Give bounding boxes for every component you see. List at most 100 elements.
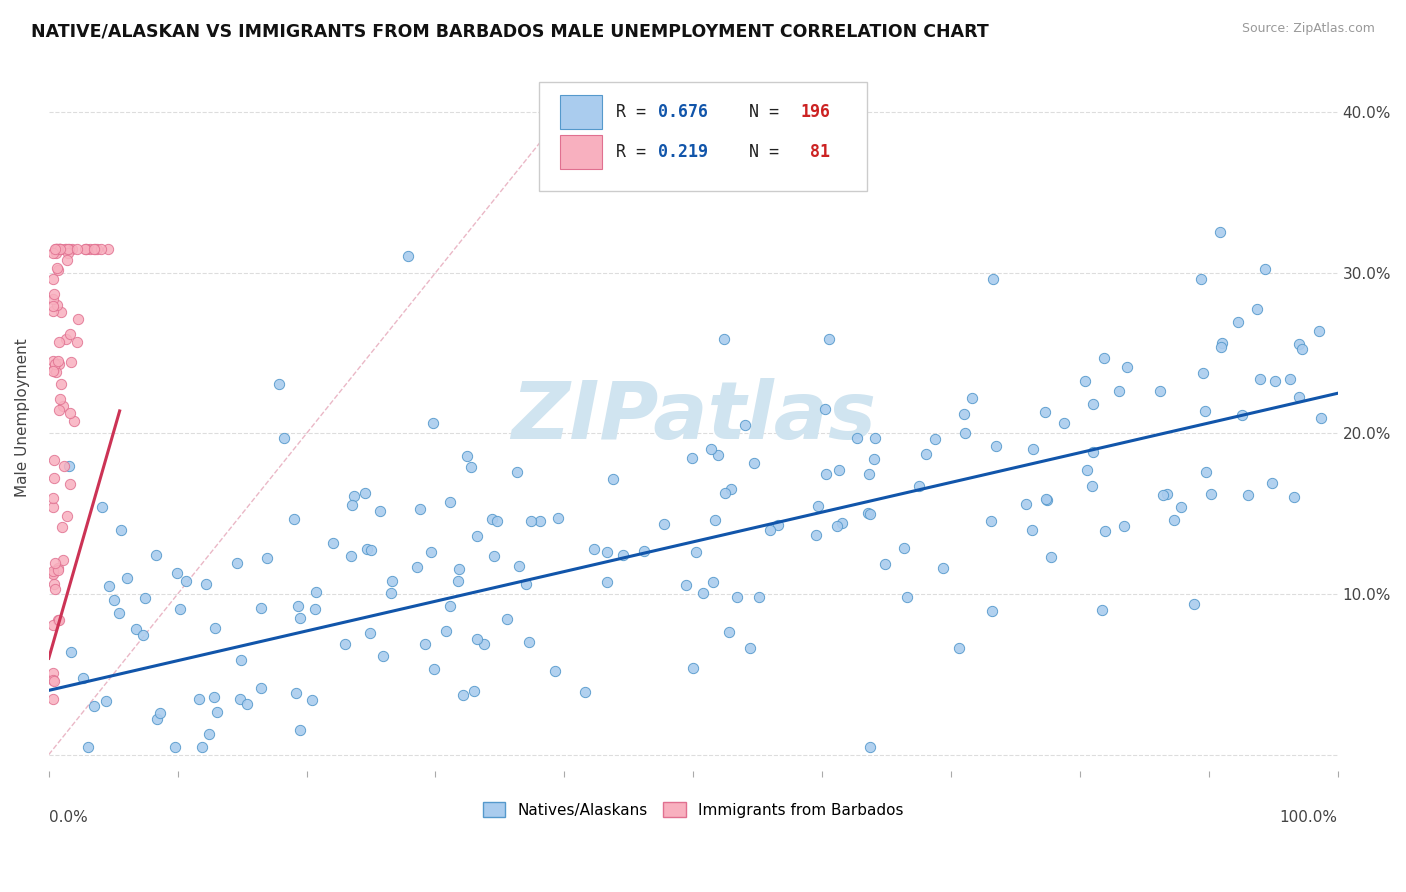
Point: [94, 694, 117, 708]
Point: [304, 602, 326, 616]
Point: [249, 600, 271, 615]
Point: [814, 467, 837, 482]
Point: [79, 242, 101, 256]
Point: [1192, 366, 1215, 380]
Point: [59, 645, 82, 659]
Point: [692, 586, 714, 600]
Point: [169, 602, 191, 616]
Point: [283, 511, 305, 525]
Point: [44, 287, 66, 301]
Point: [356, 542, 378, 557]
Point: [515, 576, 537, 591]
Point: [520, 514, 543, 528]
Legend: Natives/Alaskans, Immigrants from Barbados: Natives/Alaskans, Immigrants from Barbad…: [475, 794, 911, 825]
Point: [742, 456, 765, 470]
Point: [368, 504, 391, 518]
Point: [132, 628, 155, 642]
Point: [60, 242, 83, 256]
Point: [1152, 487, 1174, 501]
Point: [59, 326, 82, 341]
Point: [602, 472, 624, 486]
Text: N =: N =: [730, 144, 789, 161]
Point: [380, 586, 402, 600]
Point: [1156, 486, 1178, 500]
Point: [1036, 492, 1059, 507]
Point: [908, 479, 931, 493]
Point: [817, 333, 839, 347]
Point: [60, 354, 83, 368]
Point: [1195, 465, 1218, 479]
Point: [675, 578, 697, 592]
Point: [960, 391, 983, 405]
Text: 0.219: 0.219: [658, 144, 709, 161]
Point: [45, 245, 67, 260]
Point: [1208, 225, 1230, 239]
Point: [288, 723, 311, 737]
Point: [75, 242, 97, 256]
Point: [339, 549, 361, 563]
Point: [46, 242, 69, 256]
Point: [828, 463, 851, 477]
Point: [125, 623, 148, 637]
Point: [103, 593, 125, 607]
Point: [52, 399, 75, 413]
Point: [738, 640, 761, 655]
Point: [42, 491, 65, 505]
Point: [41, 500, 63, 514]
Point: [1282, 491, 1305, 505]
Point: [1052, 416, 1074, 430]
Point: [77, 739, 100, 754]
Point: [915, 447, 938, 461]
Point: [508, 559, 530, 574]
Point: [1308, 324, 1330, 338]
Point: [46, 354, 69, 368]
Point: [460, 459, 482, 474]
Point: [813, 402, 835, 417]
Point: [56, 253, 79, 268]
Point: [506, 465, 529, 479]
Point: [1081, 479, 1104, 493]
Point: [806, 499, 828, 513]
Point: [204, 621, 226, 635]
Point: [195, 577, 218, 591]
Point: [699, 442, 721, 456]
Point: [83, 242, 105, 256]
Point: [90, 242, 112, 256]
Point: [45, 242, 67, 256]
Point: [48, 613, 70, 627]
Point: [1264, 374, 1286, 388]
Point: [163, 739, 186, 754]
Point: [612, 549, 634, 563]
Point: [58, 458, 80, 473]
Point: [1199, 486, 1222, 500]
Point: [727, 590, 749, 604]
Point: [110, 523, 132, 537]
Point: [717, 625, 740, 640]
Point: [41, 354, 63, 368]
Point: [97, 242, 120, 256]
Point: [1278, 372, 1301, 386]
Point: [145, 712, 167, 726]
Point: [1108, 384, 1130, 398]
Point: [463, 684, 485, 698]
Point: [863, 431, 886, 445]
Point: [1015, 497, 1038, 511]
Point: [41, 246, 63, 260]
Point: [48, 242, 70, 256]
Point: [485, 515, 508, 529]
Y-axis label: Male Unemployment: Male Unemployment: [15, 338, 30, 497]
Point: [59, 476, 82, 491]
Point: [596, 575, 619, 590]
Point: [42, 362, 65, 376]
Point: [42, 453, 65, 467]
Point: [46, 263, 69, 277]
Point: [66, 335, 89, 350]
Point: [287, 599, 309, 614]
Text: 196: 196: [800, 103, 830, 121]
Point: [41, 299, 63, 313]
Point: [53, 458, 76, 473]
Point: [55, 242, 77, 256]
Point: [1249, 371, 1271, 385]
Point: [953, 425, 976, 440]
Point: [595, 545, 617, 559]
